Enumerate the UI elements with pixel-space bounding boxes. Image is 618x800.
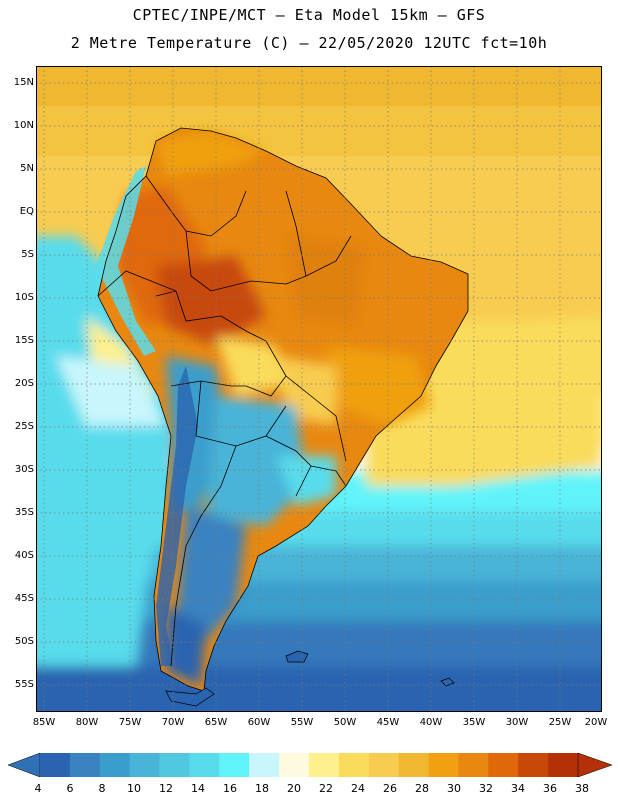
lat-label: 20S: [14, 378, 34, 389]
lat-label: 40S: [14, 550, 34, 561]
colorbar-low-arrow: [7, 752, 41, 778]
colorbar-swatch: [518, 753, 549, 777]
colorbar-swatch: [219, 753, 250, 777]
lon-label: 40W: [419, 717, 443, 728]
colorbar-high-arrow: [577, 752, 613, 778]
colorbar-value-label: 24: [351, 782, 365, 795]
colorbar-value-label: 8: [98, 782, 106, 795]
lon-label: 70W: [161, 717, 185, 728]
lon-label: 45W: [376, 717, 400, 728]
colorbar-value-label: 10: [127, 782, 141, 795]
lon-label: 25W: [548, 717, 572, 728]
lon-label: 50W: [333, 717, 357, 728]
colorbar-swatches: [40, 753, 579, 777]
colorbar-value-label: 36: [543, 782, 557, 795]
colorbar-value-label: 28: [415, 782, 429, 795]
colorbar-value-label: 32: [479, 782, 493, 795]
colorbar-value-label: 38: [575, 782, 589, 795]
title-line-1: CPTEC/INPE/MCT – Eta Model 15km – GFS: [132, 6, 486, 24]
lon-label: 35W: [462, 717, 486, 728]
colorbar-swatch: [99, 753, 130, 777]
colorbar-swatch: [338, 753, 370, 777]
colorbar-value-label: 14: [191, 782, 205, 795]
colorbar-swatch: [249, 753, 280, 777]
colorbar-swatch: [129, 753, 160, 777]
colorbar-swatch: [368, 753, 399, 777]
colorbar-value-label: 6: [66, 782, 74, 795]
colorbar-swatch: [159, 753, 190, 777]
lat-label: 15N: [13, 77, 34, 88]
colorbar-value-label: 16: [223, 782, 237, 795]
lat-label: 45S: [14, 593, 34, 604]
colorbar-swatch: [428, 753, 459, 777]
colorbar-swatch: [40, 753, 71, 777]
colorbar-swatch: [548, 753, 579, 777]
colorbar-value-label: 12: [159, 782, 173, 795]
colorbar: [7, 752, 613, 778]
lon-label: 20W: [584, 717, 608, 728]
lon-label: 55W: [290, 717, 314, 728]
lat-label: 5N: [20, 163, 34, 174]
lon-label: 85W: [32, 717, 56, 728]
country-borders: [97, 127, 469, 692]
temperature-map: [36, 66, 602, 712]
colorbar-value-label: 26: [383, 782, 397, 795]
lat-label: 25S: [14, 421, 34, 432]
lat-label: 5S: [21, 249, 34, 260]
lat-label: 10N: [13, 120, 34, 131]
colorbar-value-label: 34: [511, 782, 525, 795]
map-frame: [36, 66, 602, 712]
lon-label: 80W: [75, 717, 99, 728]
colorbar-value-label: 18: [255, 782, 269, 795]
lat-label: 30S: [14, 464, 34, 475]
lon-label: 60W: [247, 717, 271, 728]
colorbar-swatch: [458, 753, 489, 777]
colorbar-swatch: [69, 753, 101, 777]
colorbar-value-label: 22: [319, 782, 333, 795]
colorbar-swatch: [488, 753, 519, 777]
lat-label: 10S: [14, 292, 34, 303]
lat-label: 15S: [14, 335, 34, 346]
colorbar-swatch: [309, 753, 340, 777]
lat-label: 50S: [14, 636, 34, 647]
lat-label: EQ: [19, 206, 34, 217]
colorbar-swatch: [398, 753, 429, 777]
lat-label: 35S: [14, 507, 34, 518]
colorbar-swatch: [279, 753, 310, 777]
colorbar-value-label: 20: [287, 782, 301, 795]
lon-label: 30W: [505, 717, 529, 728]
lon-label: 75W: [118, 717, 142, 728]
colorbar-value-label: 4: [34, 782, 42, 795]
colorbar-swatch: [189, 753, 220, 777]
lat-label: 55S: [14, 679, 34, 690]
colorbar-value-label: 30: [447, 782, 461, 795]
title-line-2: 2 Metre Temperature (C) – 22/05/2020 12U…: [70, 34, 548, 52]
lon-label: 65W: [204, 717, 228, 728]
